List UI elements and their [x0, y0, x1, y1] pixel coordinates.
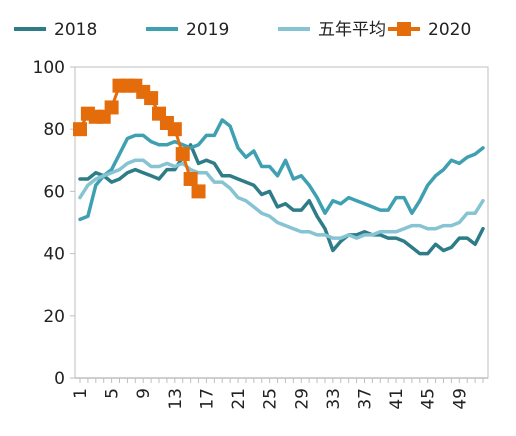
chart-axes: 0 20 40 60 80 100 1 5 9 13 17 21 25 29 33 37 41 45 49: [33, 58, 489, 410]
data-point-2020: [175, 147, 190, 162]
series-line-2018: [78, 143, 485, 256]
legend-item-2018: 2018: [14, 20, 97, 40]
data-point-2020: [144, 91, 159, 106]
series-line-2020: [78, 84, 200, 193]
chart-legend: 2018 2019 五年平均 2020: [14, 20, 471, 40]
y-tick-label: 80: [43, 120, 65, 140]
x-tick-label: 9: [134, 388, 154, 399]
legend-label: 2020: [428, 20, 471, 40]
x-tick-label: 13: [166, 388, 186, 410]
legend-marker: [397, 22, 411, 36]
y-tick-label: 60: [43, 182, 65, 202]
y-tick-label: 40: [43, 245, 65, 265]
x-tick-label: 25: [261, 388, 281, 410]
data-point-2020: [183, 171, 198, 186]
legend-item-2019: 2019: [146, 20, 229, 40]
x-tick-label: 33: [324, 388, 344, 410]
legend-label: 五年平均: [318, 20, 386, 40]
series-line-五年平均: [78, 158, 485, 240]
data-point-2020: [167, 122, 182, 137]
chart-series: [73, 78, 485, 256]
x-tick-label: 37: [355, 388, 375, 410]
legend-label: 2018: [54, 20, 97, 40]
data-point-2020: [191, 184, 206, 199]
legend-item-2020: 2020: [388, 20, 471, 40]
legend-item-五年平均: 五年平均: [278, 20, 386, 40]
y-tick-label: 20: [43, 307, 65, 327]
x-tick-label: 49: [450, 388, 470, 410]
x-tick-label: 5: [103, 388, 123, 399]
legend-label: 2019: [186, 20, 229, 40]
y-tick-label: 100: [33, 58, 65, 78]
series-line-2019: [78, 118, 485, 222]
data-point-2020: [104, 100, 119, 115]
x-tick-label: 1: [71, 388, 91, 399]
x-tick-label: 21: [229, 388, 249, 410]
x-tick-label: 17: [197, 388, 217, 410]
data-point-2020: [73, 122, 87, 137]
x-tick-label: 29: [292, 388, 312, 410]
x-tick-label: 41: [387, 388, 407, 410]
y-tick-label: 0: [54, 369, 65, 389]
x-tick-label: 45: [419, 388, 439, 410]
